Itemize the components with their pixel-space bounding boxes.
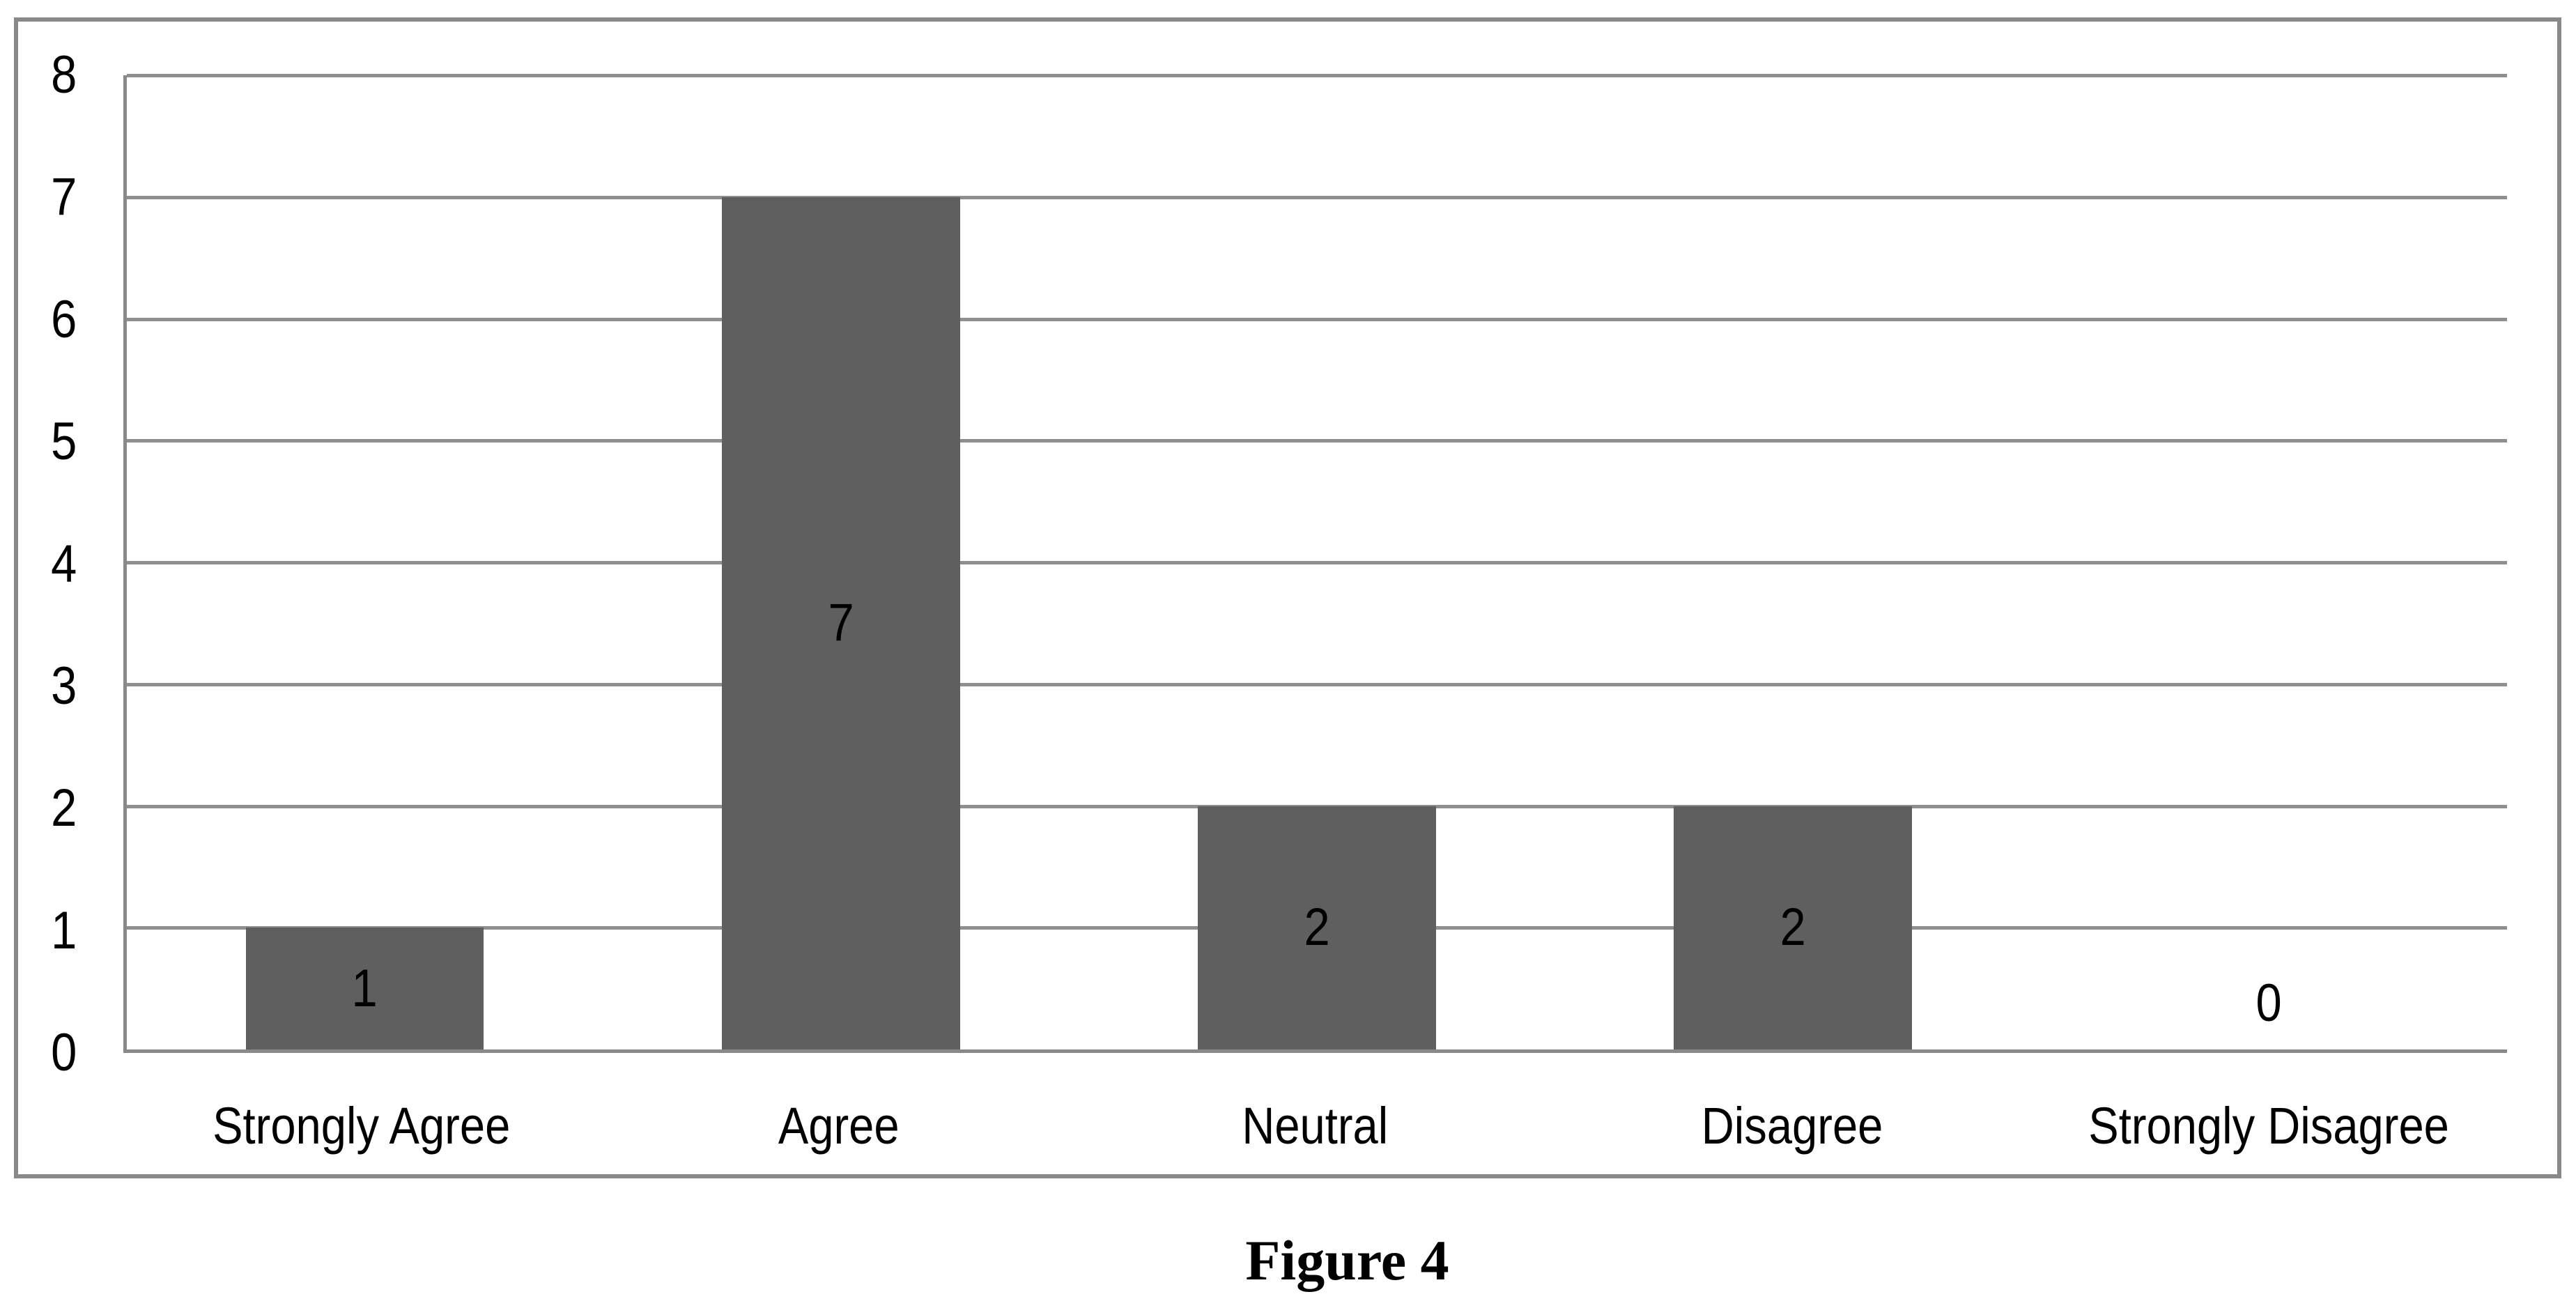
- category-cell-strongly-agree: 1: [127, 75, 603, 1049]
- gridline-y7: [127, 195, 2507, 199]
- category-cell-neutral: 2: [1079, 75, 1555, 1049]
- y-axis-tick-label-6: 6: [47, 293, 77, 346]
- y-axis-tick-text: 1: [50, 900, 77, 960]
- y-axis-tick-text: 3: [50, 656, 77, 716]
- x-axis-label-text: Agree: [778, 1097, 900, 1155]
- bar-value-label-strongly-disagree: 0: [2031, 977, 2507, 1030]
- x-axis-label-strongly-agree: Strongly Agree: [123, 1063, 600, 1189]
- y-axis-tick-label-5: 5: [47, 415, 77, 468]
- chart-frame: 0 1 2 3 4 5 6 7 8 1 7 2 2 0 Strongly Agree Agree Neutr…: [14, 17, 2561, 1178]
- y-axis-tick-text: 7: [50, 167, 77, 227]
- y-axis-tick-label-2: 2: [47, 782, 77, 835]
- x-axis-label-strongly-disagree: Strongly Disagree: [2030, 1063, 2507, 1189]
- y-axis-tick-text: 0: [50, 1023, 77, 1082]
- bar-value-label-neutral: 2: [1304, 898, 1330, 957]
- category-cell-disagree: 2: [1555, 75, 2031, 1049]
- bar-neutral: 2: [1198, 806, 1436, 1049]
- y-axis-tick-text: 5: [50, 412, 77, 472]
- y-axis-tick-label-0: 0: [47, 1026, 77, 1079]
- x-axis-label-text: Neutral: [1242, 1097, 1389, 1155]
- gridline-y5: [127, 439, 2507, 443]
- y-axis-tick-label-7: 7: [47, 171, 77, 224]
- bar-value-label-agree: 7: [828, 593, 854, 653]
- bar-agree: 7: [722, 197, 960, 1049]
- bar-value-label-disagree: 2: [1780, 898, 1806, 957]
- y-axis-tick-labels: 0 1 2 3 4 5 6 7 8: [18, 49, 84, 1079]
- bar-strongly-agree: 1: [245, 928, 484, 1049]
- y-axis-tick-text: 2: [50, 778, 77, 838]
- gridline-y6: [127, 317, 2507, 321]
- x-axis-label-text: Strongly Agree: [213, 1097, 511, 1155]
- y-axis-tick-text: 8: [50, 45, 77, 105]
- plot-area: 1 7 2 2 0: [123, 74, 2507, 1053]
- y-axis-tick-label-4: 4: [47, 534, 77, 594]
- x-axis-label-text: Strongly Disagree: [2088, 1097, 2449, 1155]
- y-axis-tick-label-1: 1: [47, 900, 77, 960]
- y-axis-tick-text: 6: [50, 289, 77, 349]
- category-cell-strongly-disagree: 0: [2031, 75, 2507, 1049]
- x-axis-label-disagree: Disagree: [1554, 1063, 2030, 1189]
- x-axis-category-labels: Strongly Agree Agree Neutral Disagree Strong…: [123, 1063, 2507, 1189]
- bar-value-label-strongly-agree: 1: [351, 958, 378, 1018]
- bar-series: 1 7 2 2 0: [127, 75, 2507, 1049]
- x-axis-label-agree: Agree: [600, 1063, 1077, 1189]
- gridline-y4: [127, 561, 2507, 564]
- y-axis-tick-label-3: 3: [47, 656, 77, 716]
- category-cell-agree: 7: [603, 75, 1079, 1049]
- gridline-y8: [127, 74, 2507, 77]
- x-axis-label-text: Disagree: [1701, 1097, 1883, 1155]
- x-axis-label-neutral: Neutral: [1077, 1063, 1553, 1189]
- bar-disagree: 2: [1674, 806, 1912, 1049]
- gridline-y3: [127, 682, 2507, 686]
- figure-caption: Figure 4: [1245, 1229, 1449, 1292]
- y-axis-tick-text: 4: [50, 534, 77, 594]
- bar-value-text: 0: [2255, 974, 2283, 1033]
- y-axis-tick-label-8: 8: [47, 49, 77, 102]
